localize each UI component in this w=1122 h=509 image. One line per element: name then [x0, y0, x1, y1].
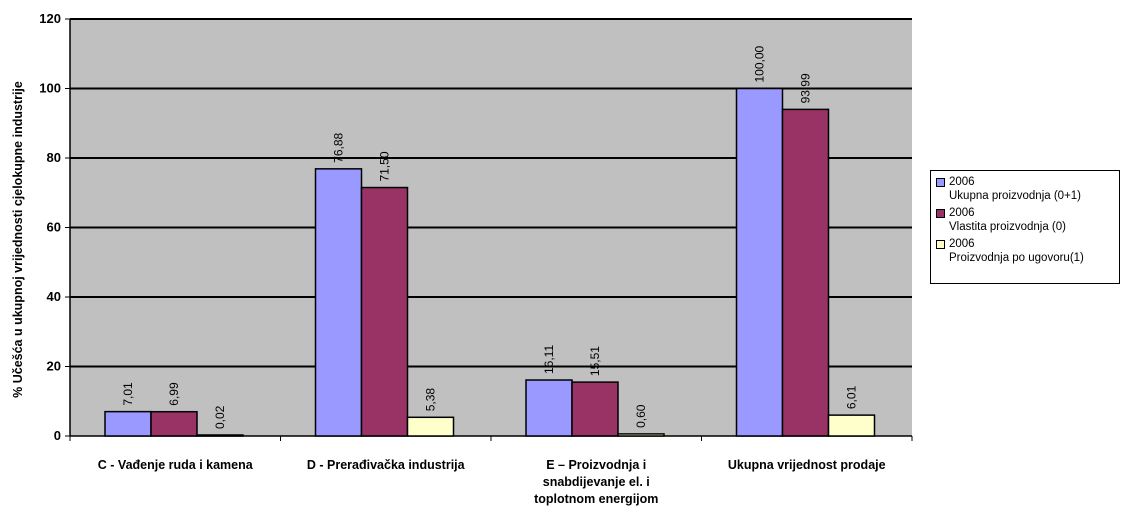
data-label: 6,99	[167, 382, 181, 406]
chart-legend: 2006 Ukupna proizvodnja (0+1) 2006 Vlastita…	[930, 170, 1120, 284]
legend-item: 2006 Ukupna proizvodnja (0+1)	[936, 175, 1117, 203]
legend-label-line: 2006	[949, 207, 975, 219]
legend-label: 2006 Vlastita proizvodnja (0)	[949, 206, 1066, 234]
bar	[314, 168, 363, 437]
y-tick-label: 80	[47, 150, 61, 165]
bar	[360, 186, 409, 437]
legend-swatch	[936, 178, 945, 187]
x-category-label: Ukupna vrijednost prodaje	[728, 458, 886, 472]
y-tick-label: 40	[47, 289, 61, 304]
bar	[827, 414, 876, 437]
data-label: 76,88	[332, 132, 346, 162]
x-category-label: E – Proizvodnja i	[546, 458, 646, 472]
y-tick-label: 120	[39, 11, 61, 26]
data-label: 5,38	[424, 388, 438, 412]
legend-label-line: Proizvodnja po ugovoru(1)	[949, 252, 1084, 264]
y-axis-title: % Učešća u ukupnoj vrijednosti cjelokupn…	[11, 81, 25, 398]
x-category-label: D - Prerađivačka industrija	[307, 458, 466, 472]
y-tick-label: 60	[47, 220, 61, 235]
x-category-label: snabdijevanje el. i	[543, 475, 650, 489]
bar	[735, 87, 784, 437]
data-label: 0,60	[634, 404, 648, 428]
legend-item: 2006 Vlastita proizvodnja (0)	[936, 206, 1117, 234]
bar-chart: 0 20 40 60 80 100 120 7,01 76,88 16,11 100,00 6,99 7…	[11, 11, 913, 506]
bar	[150, 410, 198, 437]
data-label: 7,01	[121, 382, 135, 406]
legend-label-line: Ukupna proizvodnja (0+1)	[949, 190, 1082, 202]
legend-label-line: 2006	[949, 176, 975, 188]
legend-label: 2006 Ukupna proizvodnja (0+1)	[949, 175, 1081, 203]
legend-label-line: 2006	[949, 238, 975, 250]
bar	[781, 108, 830, 437]
bar	[104, 410, 152, 437]
data-label: 16,11	[542, 345, 556, 374]
legend-label: 2006 Proizvodnja po ugovoru(1)	[949, 237, 1084, 265]
data-label: 15,51	[588, 346, 602, 376]
bar	[617, 433, 665, 437]
data-label: 0,02	[213, 405, 227, 429]
y-tick-label: 20	[47, 359, 61, 374]
bar	[571, 381, 619, 437]
legend-swatch	[936, 209, 945, 218]
data-label: 71,50	[378, 151, 392, 181]
legend-item: 2006 Proizvodnja po ugovoru(1)	[936, 237, 1117, 265]
x-category-label: toplotnom energijom	[534, 492, 658, 506]
data-label: 93,99	[799, 73, 813, 103]
x-category-label: C - Vađenje ruda i kamena	[98, 458, 254, 472]
legend-label-line: Vlastita proizvodnja (0)	[949, 221, 1066, 233]
data-label: 100,00	[753, 45, 767, 82]
data-label: 6,01	[845, 385, 859, 409]
bar	[406, 416, 455, 437]
y-tick-label: 100	[39, 81, 61, 96]
bar	[525, 379, 573, 437]
y-tick-label: 0	[54, 428, 61, 443]
bar	[196, 434, 244, 437]
legend-swatch	[936, 240, 945, 249]
